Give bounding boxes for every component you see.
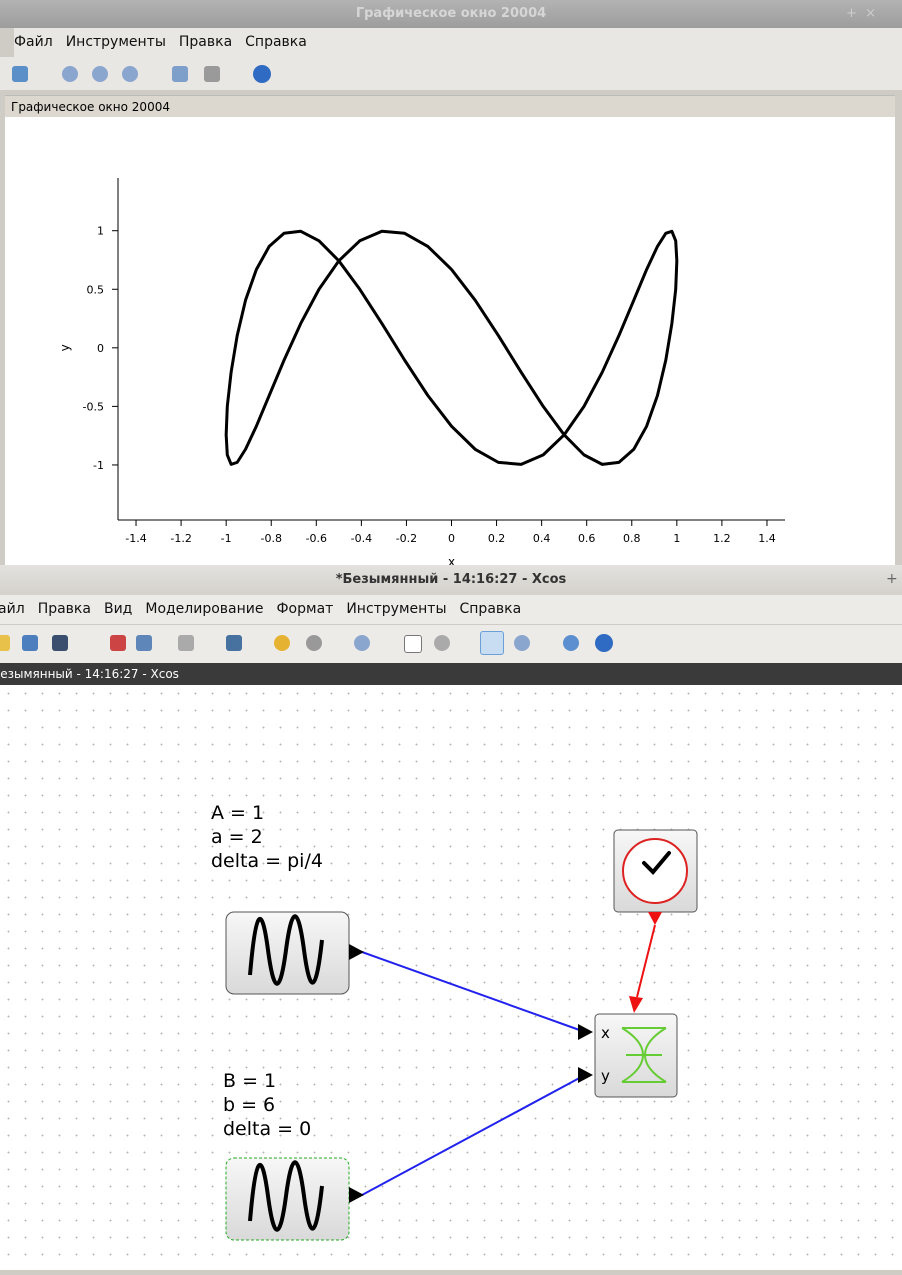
tool-button[interactable]: [178, 635, 194, 651]
tool-button[interactable]: [226, 635, 242, 651]
annotation-line: A = 1: [211, 802, 264, 824]
start-button[interactable]: [404, 635, 422, 653]
y-tick-label: 0.5: [87, 283, 105, 296]
block-icon: [248, 1160, 324, 1232]
window-border: [0, 1270, 902, 1275]
event-link[interactable]: [636, 924, 656, 998]
menu-bar: Файл Правка Вид Моделирование Формат Инструме…: [0, 595, 902, 624]
toolbar: [0, 57, 902, 90]
annotation-line: B = 1: [223, 1070, 276, 1092]
tool-button[interactable]: [354, 635, 370, 651]
menu-item[interactable]: Инструменты: [346, 601, 447, 617]
window-title: *Безымянный - 14:16:27 - Xcos: [0, 565, 902, 595]
x-tick-label: 1.2: [713, 532, 731, 545]
block-icon: [621, 1027, 667, 1083]
annotation-line: a = 2: [211, 826, 263, 848]
diagram-canvas: A = 1 a = 2 delta = pi/4 B = 1 b = 6 del…: [0, 685, 902, 1270]
menu-item[interactable]: Формат: [276, 601, 334, 617]
x-tick-label: -0.4: [351, 532, 372, 545]
toolbar: [0, 625, 902, 663]
annotation-line: b = 6: [223, 1094, 275, 1116]
x-tick-label: -1.4: [125, 532, 146, 545]
status-text: Графическое окно 20004: [11, 100, 170, 114]
menu-item[interactable]: Моделирование: [145, 601, 264, 617]
x-tick-label: 0.2: [488, 532, 506, 545]
x-tick-label: 0: [448, 532, 455, 545]
menu-item[interactable]: Файл: [14, 34, 53, 50]
tool-button[interactable]: [204, 66, 220, 82]
tool-button[interactable]: [52, 635, 68, 651]
tab-title[interactable]: Безымянный - 14:16:27 - Xcos: [0, 667, 179, 681]
x-tick-label: 0.8: [623, 532, 641, 545]
annotation-line: delta = pi/4: [211, 850, 323, 872]
curve: [224, 229, 679, 466]
menu-item[interactable]: Вид: [103, 601, 133, 617]
y-tick-label: 1: [97, 225, 104, 238]
plot-area: -1.4 -1.2 -1 -0.8 -0.6 -0.4 -0.2 0 0.2 0.4 0.6 0.8 1…: [5, 117, 895, 569]
tool-button[interactable]: [92, 66, 108, 82]
menu-item[interactable]: Правка: [37, 601, 91, 617]
x-tick-label: 1: [673, 532, 680, 545]
diagram: A = 1 a = 2 delta = pi/4 B = 1 b = 6 del…: [211, 802, 698, 1241]
y-tick-label: -0.5: [83, 400, 104, 413]
help-button[interactable]: [253, 65, 271, 83]
tool-button[interactable]: [122, 66, 138, 82]
x-tick-label: 1.4: [758, 532, 776, 545]
event-port: [648, 912, 662, 925]
tool-button[interactable]: [0, 635, 10, 651]
menu-bar: Файл Инструменты Правка Справка: [14, 28, 902, 57]
x-tick-label: -1: [221, 532, 232, 545]
annotation-line: delta = 0: [223, 1118, 311, 1140]
menu-item[interactable]: Инструменты: [65, 34, 166, 50]
window-controls[interactable]: + ×: [846, 6, 877, 21]
tool-button[interactable]: [274, 635, 290, 651]
tool-button[interactable]: [480, 631, 504, 655]
input-port: [578, 1024, 593, 1040]
status-bar: Графическое окно 20004: [5, 95, 895, 118]
x-tick-label: -0.2: [396, 532, 417, 545]
port-label: x: [601, 1024, 610, 1042]
link[interactable]: [361, 1074, 586, 1196]
tool-button[interactable]: [563, 635, 579, 651]
port-label: y: [601, 1067, 610, 1085]
menu-item[interactable]: Справка: [459, 601, 522, 617]
menu-item[interactable]: Правка: [178, 34, 233, 50]
tool-button[interactable]: [12, 66, 28, 82]
input-port: [578, 1067, 593, 1083]
y-axis-label: y: [58, 344, 72, 351]
x-tick-label: -0.8: [260, 532, 281, 545]
chart: -1.4 -1.2 -1 -0.8 -0.6 -0.4 -0.2 0 0.2 0.4 0.6 0.8 1…: [58, 178, 785, 569]
x-tick-label: -0.6: [306, 532, 327, 545]
tool-button[interactable]: [110, 635, 126, 651]
x-axis-label: x: [448, 555, 455, 565]
tool-button[interactable]: [62, 66, 78, 82]
stop-button[interactable]: [434, 635, 450, 651]
help-button[interactable]: [595, 634, 613, 652]
output-port: [349, 944, 364, 960]
menu-item[interactable]: Справка: [245, 34, 307, 50]
y-tick-label: 0: [97, 342, 104, 355]
clock-hands: [642, 851, 671, 875]
tool-button[interactable]: [514, 635, 530, 651]
tool-button[interactable]: [306, 635, 322, 651]
arrow-head: [629, 996, 643, 1013]
menu-item[interactable]: Файл: [0, 601, 25, 617]
y-tick-label: -1: [93, 459, 104, 472]
x-tick-label: 0.6: [578, 532, 596, 545]
block-icon: [248, 914, 324, 986]
tool-button[interactable]: [172, 66, 188, 82]
link[interactable]: [361, 951, 586, 1033]
tool-button[interactable]: [136, 635, 152, 651]
x-tick-label: 0.4: [533, 532, 551, 545]
output-port: [349, 1187, 364, 1203]
tab-bar: Безымянный - 14:16:27 - Xcos: [0, 663, 902, 685]
window-controls[interactable]: +: [886, 571, 898, 587]
tool-button[interactable]: [22, 635, 38, 651]
window-title: Графическое окно 20004: [0, 0, 902, 28]
x-tick-label: -1.2: [170, 532, 191, 545]
